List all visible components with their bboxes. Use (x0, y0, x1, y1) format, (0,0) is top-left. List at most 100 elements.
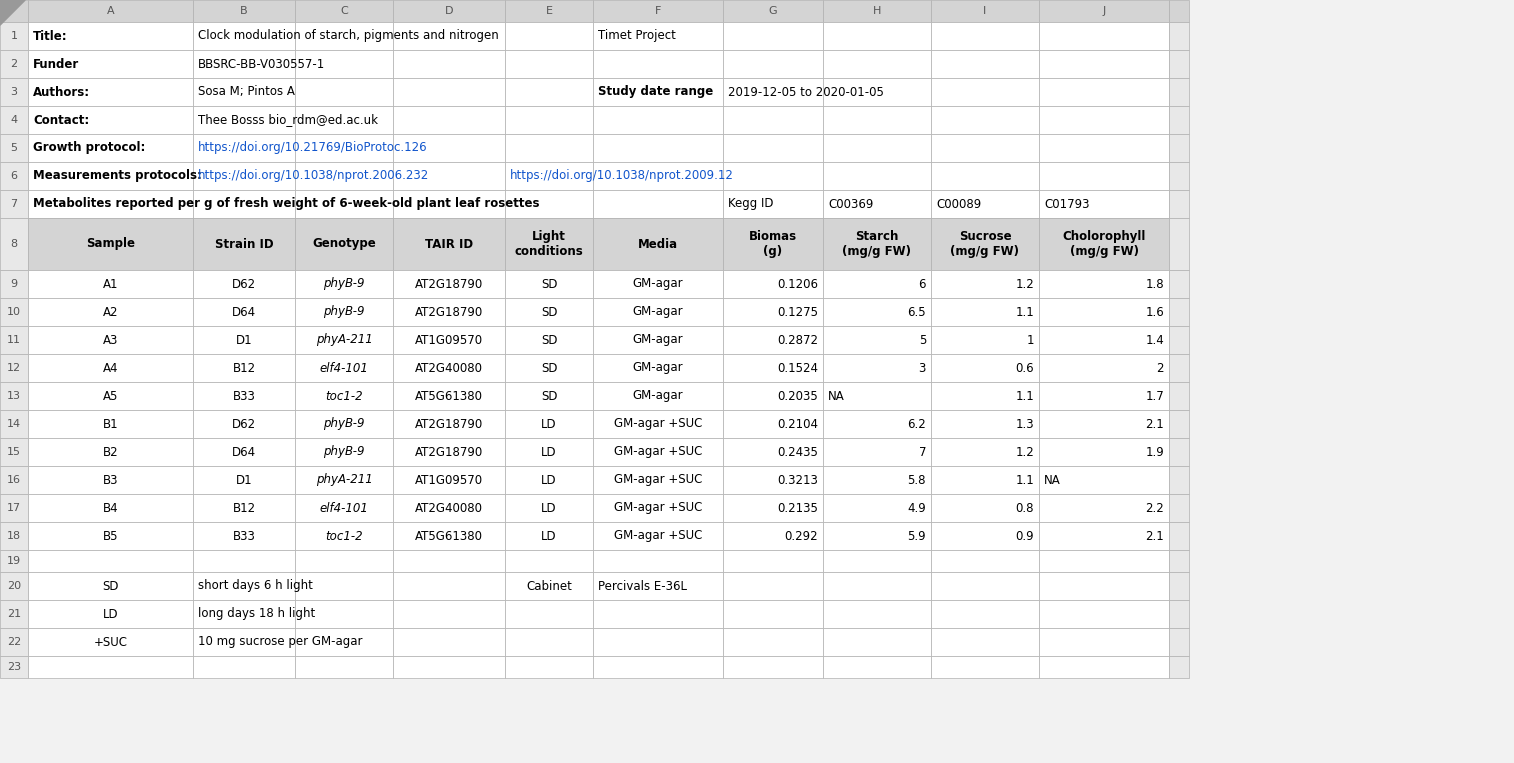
Bar (1169, 22, 1188, 50)
Bar (724, 190, 824, 218)
Bar (506, 0, 593, 22)
Bar (27, 218, 192, 270)
Text: Starch
(mg/g FW): Starch (mg/g FW) (842, 230, 911, 258)
Text: 4.9: 4.9 (907, 501, 927, 514)
Bar (1169, 270, 1188, 298)
Text: 13: 13 (8, 391, 21, 401)
Bar (192, 600, 295, 628)
Bar (724, 550, 824, 572)
Text: Percivals E-36L: Percivals E-36L (598, 580, 687, 593)
Text: Contact:: Contact: (33, 114, 89, 127)
Bar (295, 298, 394, 326)
Bar (593, 354, 724, 382)
Text: 3: 3 (11, 87, 18, 97)
Bar (931, 382, 1039, 410)
Bar (1169, 550, 1188, 572)
Text: Media: Media (637, 237, 678, 250)
Bar (0, 270, 27, 298)
Text: 4: 4 (11, 115, 18, 125)
Bar (824, 78, 931, 106)
Bar (931, 106, 1039, 134)
Bar (931, 572, 1039, 600)
Text: AT1G09570: AT1G09570 (415, 333, 483, 346)
Bar (931, 550, 1039, 572)
Text: 1.6: 1.6 (1145, 305, 1164, 318)
Bar (593, 218, 724, 270)
Text: A1: A1 (103, 278, 118, 291)
Text: 6: 6 (919, 278, 927, 291)
Text: phyB-9: phyB-9 (324, 446, 365, 459)
Text: SD: SD (540, 362, 557, 375)
Bar (506, 190, 593, 218)
Text: GM-agar: GM-agar (633, 305, 683, 318)
Bar (824, 162, 931, 190)
Text: AT5G61380: AT5G61380 (415, 530, 483, 542)
Text: D64: D64 (232, 305, 256, 318)
Bar (1169, 0, 1188, 22)
Bar (1039, 550, 1169, 572)
Bar (724, 298, 824, 326)
Bar (593, 572, 724, 600)
Bar (931, 628, 1039, 656)
Bar (506, 466, 593, 494)
Bar (1039, 190, 1169, 218)
Bar (192, 22, 295, 50)
Bar (1039, 78, 1169, 106)
Bar (824, 106, 931, 134)
Bar (506, 572, 593, 600)
Bar (1039, 134, 1169, 162)
Text: 6.5: 6.5 (907, 305, 927, 318)
Bar (27, 354, 192, 382)
Bar (724, 134, 824, 162)
Bar (1039, 438, 1169, 466)
Bar (506, 438, 593, 466)
Text: 0.2104: 0.2104 (777, 417, 818, 430)
Bar (192, 270, 295, 298)
Text: E: E (545, 6, 553, 16)
Bar (27, 270, 192, 298)
Bar (593, 522, 724, 550)
Text: 0.3213: 0.3213 (777, 474, 818, 487)
Bar (0, 438, 27, 466)
Text: 12: 12 (8, 363, 21, 373)
Bar (1039, 410, 1169, 438)
Text: D62: D62 (232, 417, 256, 430)
Bar (1039, 600, 1169, 628)
Bar (394, 572, 506, 600)
Bar (824, 600, 931, 628)
Text: 0.2435: 0.2435 (777, 446, 818, 459)
Text: 0.1206: 0.1206 (777, 278, 818, 291)
Bar (192, 134, 295, 162)
Bar (1039, 50, 1169, 78)
Text: 2.2: 2.2 (1145, 501, 1164, 514)
Text: B33: B33 (233, 530, 256, 542)
Text: 1.2: 1.2 (1016, 278, 1034, 291)
Bar (1169, 326, 1188, 354)
Text: 7: 7 (11, 199, 18, 209)
Bar (0, 656, 27, 678)
Bar (295, 410, 394, 438)
Bar (27, 50, 192, 78)
Text: 0.292: 0.292 (784, 530, 818, 542)
Text: 1.9: 1.9 (1145, 446, 1164, 459)
Bar (394, 466, 506, 494)
Bar (192, 106, 295, 134)
Bar (1039, 218, 1169, 270)
Text: 1: 1 (11, 31, 18, 41)
Bar (931, 522, 1039, 550)
Bar (506, 270, 593, 298)
Bar (27, 628, 192, 656)
Bar (27, 600, 192, 628)
Bar (724, 50, 824, 78)
Bar (593, 382, 724, 410)
Text: LD: LD (540, 417, 557, 430)
Text: Metabolites reported per g of fresh weight of 6-week-old plant leaf rosettes: Metabolites reported per g of fresh weig… (33, 198, 539, 211)
Bar (931, 656, 1039, 678)
Bar (0, 628, 27, 656)
Text: toc1-2: toc1-2 (326, 530, 363, 542)
Bar (192, 50, 295, 78)
Text: B12: B12 (233, 362, 256, 375)
Bar (295, 522, 394, 550)
Bar (1169, 656, 1188, 678)
Bar (1039, 0, 1169, 22)
